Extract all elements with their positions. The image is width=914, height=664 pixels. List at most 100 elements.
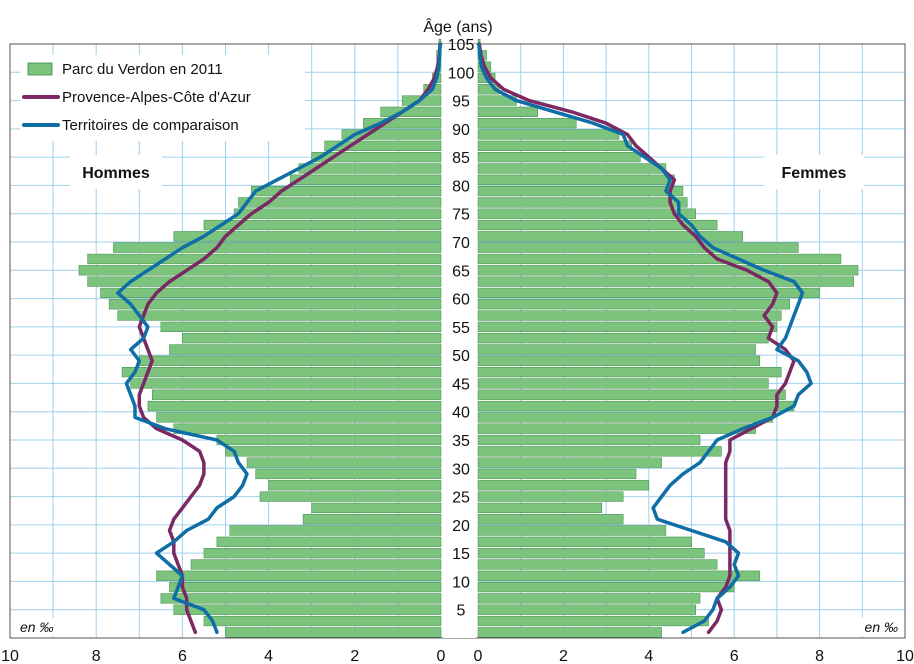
x-tick-label-right: 0	[474, 648, 483, 664]
bar-femmes	[477, 514, 624, 525]
bar-hommes	[229, 525, 442, 536]
bar-femmes	[477, 400, 795, 412]
bar-femmes	[477, 627, 662, 638]
bar-hommes	[130, 378, 442, 389]
age-tick-label: 40	[452, 405, 470, 422]
bar-femmes	[477, 163, 667, 174]
bar-femmes	[477, 389, 786, 400]
bar-hommes	[233, 208, 442, 219]
bar-hommes	[117, 310, 442, 321]
unit-label-left: en ‰	[20, 619, 53, 635]
age-tick-label: 90	[452, 122, 470, 139]
bar-hommes	[203, 548, 442, 559]
age-tick-label: 75	[452, 207, 470, 224]
bar-femmes	[477, 536, 692, 547]
bar-hommes	[160, 321, 442, 332]
bar-hommes	[203, 615, 442, 627]
age-tick-label: 10	[452, 574, 470, 591]
legend-box	[20, 55, 305, 141]
age-tick-label: 20	[452, 518, 470, 535]
age-tick-label: 65	[452, 263, 470, 280]
bar-hommes	[169, 344, 442, 355]
bar-femmes	[477, 423, 756, 434]
bar-femmes	[477, 106, 539, 118]
bar-hommes	[259, 491, 442, 502]
x-tick-label-left: 6	[178, 648, 187, 664]
bar-hommes	[78, 265, 442, 276]
lines-layer	[116, 42, 813, 635]
bar-femmes	[477, 185, 684, 197]
age-tick-label: 30	[452, 461, 470, 478]
bar-hommes	[251, 185, 442, 197]
age-tick-label: 60	[452, 292, 470, 309]
age-tick-label: 45	[452, 376, 470, 393]
x-tick-label-right: 6	[730, 648, 739, 664]
age-tick-label: 100	[448, 65, 475, 82]
bar-femmes	[477, 231, 743, 242]
bar-femmes	[477, 457, 662, 468]
bar-hommes	[182, 333, 442, 344]
bar-hommes	[216, 434, 442, 446]
bar-hommes	[87, 253, 442, 265]
bar-femmes	[477, 276, 855, 287]
bar-femmes	[477, 118, 577, 129]
age-tick-label: 105	[448, 37, 475, 54]
age-tick-label: 85	[452, 150, 470, 167]
bar-femmes	[477, 502, 603, 514]
age-axis-label: Âge (ans)	[423, 17, 492, 36]
bar-femmes	[477, 174, 675, 185]
bar-femmes	[477, 344, 756, 355]
bar-femmes	[477, 333, 769, 344]
bar-hommes	[225, 446, 442, 457]
bar-hommes	[108, 299, 442, 310]
bar-femmes	[477, 287, 820, 299]
bar-hommes	[100, 287, 442, 299]
bar-femmes	[477, 525, 667, 536]
bar-femmes	[477, 559, 718, 570]
bar-hommes	[238, 197, 442, 208]
bar-femmes	[477, 468, 637, 480]
legend-swatch-parc	[27, 62, 53, 76]
bar-femmes	[477, 299, 790, 310]
bar-hommes	[268, 480, 442, 491]
bar-femmes	[477, 208, 697, 219]
bar-femmes	[477, 253, 842, 265]
bar-femmes	[477, 412, 773, 423]
bar-hommes	[173, 231, 442, 242]
legend-label-parc: Parc du Verdon en 2011	[62, 61, 223, 78]
side-label-hommes: Hommes	[82, 165, 150, 182]
age-tick-label: 5	[457, 603, 466, 620]
line-comparison-femmes	[477, 42, 813, 635]
age-tick-label: 95	[452, 94, 470, 111]
bar-hommes	[190, 559, 442, 570]
bar-hommes	[302, 514, 442, 525]
bar-hommes	[216, 536, 442, 547]
age-tick-label: 25	[452, 490, 470, 507]
bar-femmes	[477, 366, 782, 378]
bar-femmes	[477, 197, 688, 208]
bar-femmes	[477, 310, 782, 321]
bar-femmes	[477, 140, 632, 151]
legend-label-paca: Provence-Alpes-Côte d'Azur	[62, 89, 251, 106]
bar-femmes	[477, 615, 709, 627]
x-tick-label-right: 10	[896, 648, 914, 664]
x-tick-label-left: 4	[264, 648, 273, 664]
line-paca-femmes	[477, 42, 796, 635]
bar-hommes	[151, 389, 442, 400]
age-tick-label: 15	[452, 546, 470, 563]
bar-hommes	[121, 366, 442, 378]
age-axis-ticks: 5 10 15 20 25 30 35 40 45 50 55 60 65 70 75 80 85 90 95 100…	[448, 37, 475, 620]
bar-femmes	[477, 593, 701, 604]
bar-femmes	[477, 378, 769, 389]
bar-hommes	[173, 604, 442, 615]
bar-hommes	[324, 140, 442, 151]
legend: Parc du Verdon en 2011 Provence-Alpes-Cô…	[20, 55, 305, 141]
bar-hommes	[87, 276, 442, 287]
unit-label-right-box	[856, 618, 902, 636]
side-label-femmes: Femmes	[782, 165, 847, 182]
femmes-label-box	[764, 155, 864, 189]
bar-femmes	[477, 434, 701, 446]
x-tick-label-left: 10	[1, 648, 19, 664]
unit-label-left-box	[14, 618, 58, 636]
x-tick-label-left: 0	[437, 648, 446, 664]
